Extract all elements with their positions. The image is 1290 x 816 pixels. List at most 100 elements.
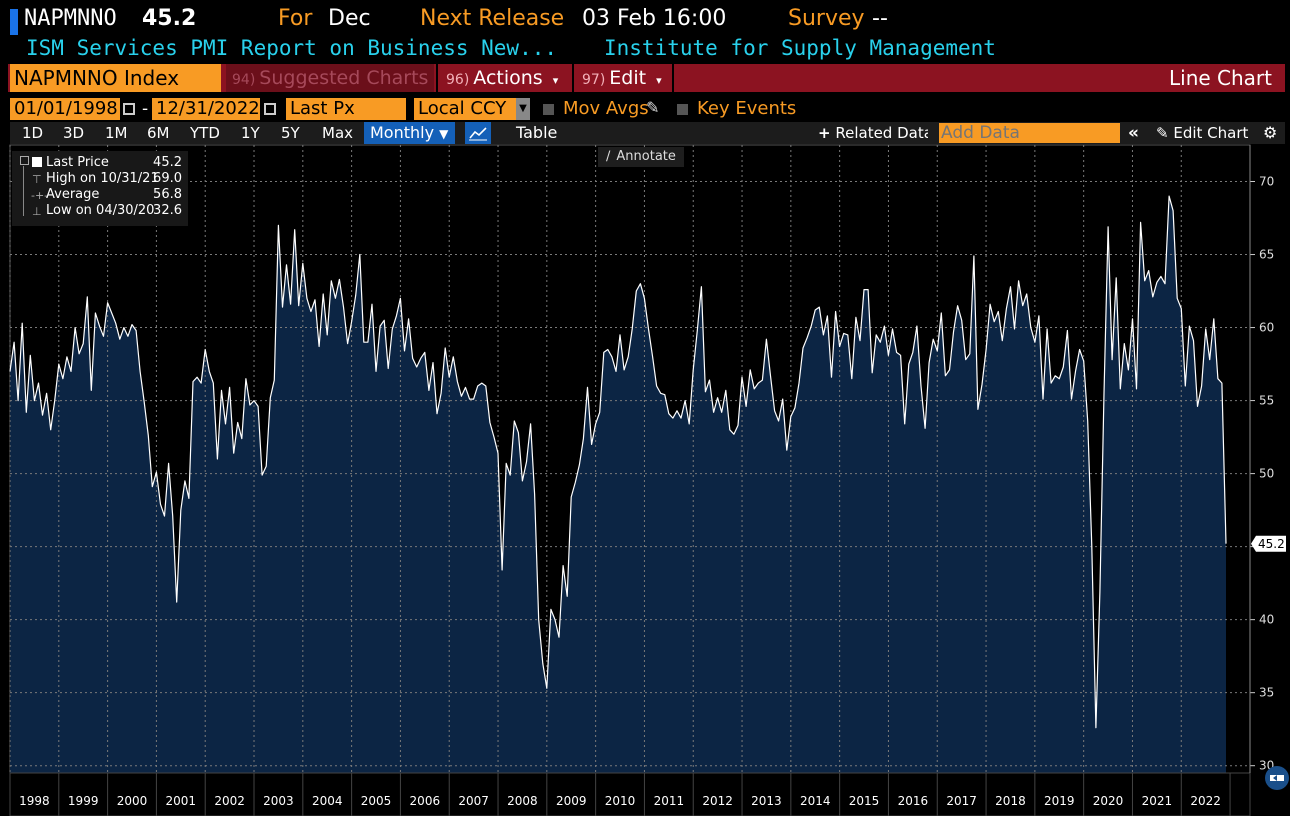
x-tick-label: 2021 bbox=[1142, 794, 1173, 808]
actions-caret-icon: ▾ bbox=[552, 74, 559, 87]
y-tick-label: 60 bbox=[1259, 321, 1274, 335]
scroll-to-end-icon[interactable] bbox=[1265, 766, 1289, 790]
periodicity-select[interactable]: Monthly ▼ bbox=[364, 122, 455, 144]
chart: 3035404550556065701998199920002001200220… bbox=[9, 144, 1286, 816]
header-source: Institute for Supply Management bbox=[604, 36, 996, 60]
period-1m-button[interactable]: 1M bbox=[105, 124, 128, 142]
period-5y-button[interactable]: 5Y bbox=[281, 124, 300, 142]
period-3d-button[interactable]: 3D bbox=[63, 124, 85, 142]
x-tick-label: 2001 bbox=[166, 794, 197, 808]
line-chart-glyph bbox=[469, 127, 487, 141]
x-tick-label: 2017 bbox=[946, 794, 977, 808]
x-axis-band bbox=[9, 772, 1251, 816]
edit-button[interactable]: 97) Edit ▾ bbox=[582, 64, 662, 92]
periodicity-label: Monthly bbox=[370, 123, 435, 142]
ticker-marker bbox=[10, 9, 18, 35]
legend-value: 45.2 bbox=[153, 155, 182, 170]
y-tick-label: 70 bbox=[1259, 175, 1274, 189]
calendar-icon[interactable] bbox=[123, 103, 135, 115]
header-survey-label: Survey bbox=[788, 6, 865, 31]
x-tick-label: 2011 bbox=[654, 794, 685, 808]
period-6m-button[interactable]: 6M bbox=[147, 124, 170, 142]
toolbar-divider bbox=[436, 64, 438, 92]
period-max-button[interactable]: Max bbox=[322, 124, 354, 142]
mov-avgs-checkbox[interactable] bbox=[543, 104, 554, 115]
annotate-button[interactable]: ∕ Annotate bbox=[598, 147, 684, 167]
legend-row-last-price: Last Price 45.2 bbox=[46, 155, 186, 171]
y-tick-label: 35 bbox=[1259, 686, 1274, 700]
edit-chart-label: Edit Chart bbox=[1173, 124, 1249, 142]
x-tick-label: 2018 bbox=[995, 794, 1026, 808]
related-data-label: Related Data bbox=[835, 124, 928, 142]
toolbar-divider bbox=[572, 64, 574, 92]
series-area bbox=[10, 196, 1226, 774]
header-next-release-label: Next Release bbox=[420, 6, 565, 31]
currency-select[interactable]: Local CCY bbox=[414, 98, 516, 120]
x-tick-label: 1999 bbox=[68, 794, 99, 808]
last-value-label: 45.2 bbox=[1258, 537, 1285, 551]
x-tick-label: 2000 bbox=[117, 794, 148, 808]
y-tick-label: 55 bbox=[1259, 394, 1274, 408]
annotate-pencil-icon: ∕ bbox=[606, 149, 611, 164]
actions-button[interactable]: 96) Actions ▾ bbox=[446, 64, 558, 92]
series-line bbox=[9, 195, 1227, 729]
x-tick-label: 2016 bbox=[898, 794, 929, 808]
gear-icon[interactable]: ⚙ bbox=[1263, 123, 1278, 142]
mov-avgs-label: Mov Avgs bbox=[563, 98, 649, 119]
security-field[interactable]: NAPMNNO Index bbox=[10, 64, 221, 92]
legend-average-icon: -+- bbox=[31, 189, 49, 202]
pencil-icon[interactable]: ✎ bbox=[646, 98, 660, 117]
header-description: ISM Services PMI Report on Business New.… bbox=[26, 36, 558, 60]
x-tick-label: 2015 bbox=[849, 794, 880, 808]
legend-row-low: Low on 04/30/20 32.6 bbox=[46, 203, 186, 219]
y-tick-label: 40 bbox=[1259, 613, 1274, 627]
legend-label: High on 10/31/21 bbox=[46, 171, 159, 186]
currency-dropdown-icon[interactable]: ▼ bbox=[516, 98, 530, 120]
period-1y-button[interactable]: 1Y bbox=[241, 124, 260, 142]
actions-label: Actions bbox=[473, 67, 543, 89]
start-date-field[interactable]: 01/01/1998 bbox=[10, 98, 120, 120]
legend-value: 32.6 bbox=[153, 203, 182, 218]
legend-low-icon: ⊥ bbox=[32, 205, 42, 218]
x-tick-label: 2007 bbox=[458, 794, 489, 808]
header-survey-value: -- bbox=[872, 6, 888, 31]
x-tick-label: 2019 bbox=[1044, 794, 1075, 808]
y-tick-label: 50 bbox=[1259, 467, 1274, 481]
suggested-charts-button[interactable]: 94) Suggested Charts bbox=[226, 64, 434, 92]
line-chart-icon[interactable] bbox=[465, 122, 491, 144]
legend-row-high: High on 10/31/21 69.0 bbox=[46, 171, 186, 187]
x-tick-label: 2008 bbox=[507, 794, 538, 808]
period-ytd-button[interactable]: YTD bbox=[190, 124, 220, 142]
legend-label: Low on 04/30/20 bbox=[46, 203, 155, 218]
table-button[interactable]: Table bbox=[516, 123, 558, 142]
period-1d-button[interactable]: 1D bbox=[22, 124, 44, 142]
end-date-field[interactable]: 12/31/2022 bbox=[152, 98, 260, 120]
legend-label: Last Price bbox=[46, 155, 109, 170]
legend-tree-line-icon bbox=[23, 166, 24, 216]
add-data-input[interactable] bbox=[939, 123, 1120, 143]
collapse-icon[interactable]: « bbox=[1128, 123, 1139, 143]
x-tick-label: 2012 bbox=[702, 794, 733, 808]
x-tick-label: 2014 bbox=[800, 794, 831, 808]
header-last-value: 45.2 bbox=[142, 6, 197, 31]
suggested-charts-label: Suggested Charts bbox=[259, 67, 429, 89]
legend-row-average: Average 56.8 bbox=[46, 187, 186, 203]
x-tick-label: 2006 bbox=[410, 794, 441, 808]
x-tick-label: 2013 bbox=[751, 794, 782, 808]
x-tick-label: 2020 bbox=[1093, 794, 1124, 808]
header-next-release-value: 03 Feb 16:00 bbox=[582, 6, 727, 31]
scroll-glyph bbox=[1270, 775, 1284, 781]
related-data-button[interactable]: + Related Data bbox=[818, 122, 928, 144]
legend-high-icon: ⊤ bbox=[32, 173, 42, 186]
calendar-icon[interactable] bbox=[264, 103, 276, 115]
edit-chart-button[interactable]: ✎ Edit Chart bbox=[1156, 122, 1248, 144]
legend-collapse-icon[interactable] bbox=[20, 156, 29, 165]
edit-caret-icon: ▾ bbox=[656, 74, 662, 87]
legend-last-price-swatch bbox=[32, 157, 42, 167]
price-field-select[interactable]: Last Px bbox=[286, 98, 406, 120]
key-events-checkbox[interactable] bbox=[677, 104, 688, 115]
periodicity-caret-icon: ▼ bbox=[439, 127, 449, 141]
chart-type-label[interactable]: Line Chart bbox=[1169, 66, 1272, 90]
key-events-label: Key Events bbox=[697, 98, 797, 119]
header-ticker: NAPMNNO bbox=[24, 6, 117, 31]
